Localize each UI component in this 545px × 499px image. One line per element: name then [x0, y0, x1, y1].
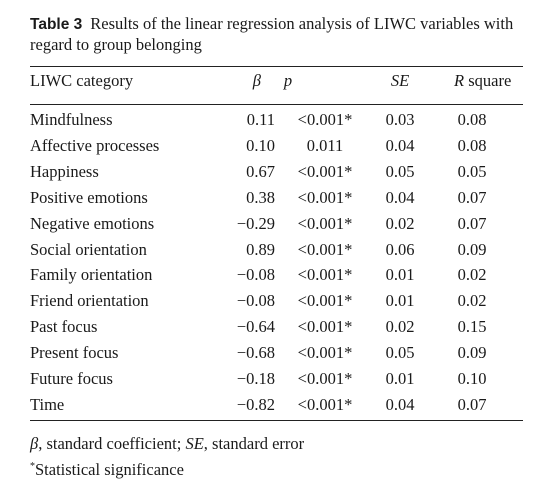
header-r-square: R square	[454, 71, 530, 91]
row-category: Future focus	[30, 369, 113, 388]
header-p: p	[283, 71, 293, 90]
row-category: Happiness	[30, 161, 99, 181]
row-category: Mindfulness	[30, 110, 113, 129]
footnote-beta-definition: , standard coefficient;	[38, 434, 186, 453]
table-row: Mindfulness 0.11 <0.001* 0.03 0.08	[30, 110, 523, 132]
header-liwc-category: LIWC category	[30, 71, 134, 90]
row-se: 0.04	[385, 394, 415, 414]
header-se: SE	[390, 71, 410, 90]
row-p-value: <0.001*	[297, 369, 353, 388]
row-r-square: 0.07	[457, 187, 487, 207]
row-p-value: <0.001*	[297, 187, 353, 207]
table-row: Past focus −0.64 <0.001* 0.02 0.15	[30, 317, 523, 339]
row-beta: 0.67	[246, 161, 275, 181]
row-se: 0.06	[385, 239, 415, 259]
footnote-asterisk: *	[30, 461, 35, 472]
row-category: Friend orientation	[30, 291, 149, 311]
row-category: Negative emotions	[30, 213, 155, 233]
top-rule	[30, 66, 523, 67]
header-rule	[30, 104, 523, 105]
row-beta: 0.89	[246, 239, 275, 259]
row-p-value: <0.001*	[297, 265, 353, 285]
row-p-value: <0.001*	[297, 213, 353, 233]
table-label: Table 3	[30, 16, 83, 33]
table-row: Affective processes 0.10 0.011 0.04 0.08	[30, 136, 523, 158]
row-se: 0.05	[385, 161, 415, 181]
row-se: 0.04	[385, 135, 415, 155]
row-beta: 0.38	[246, 187, 275, 207]
table-row: Social orientation 0.89 <0.001* 0.06 0.09	[30, 240, 523, 262]
row-category: Present focus	[30, 343, 119, 363]
table-row: Family orientation −0.08 <0.001* 0.01 0.02	[30, 265, 523, 287]
row-r-square: 0.07	[457, 394, 487, 414]
footnote-se-definition: , standard error	[203, 434, 305, 453]
footnote-abbreviations: β, standard coefficient; SE, standard er…	[30, 434, 304, 454]
table-row: Time −0.82 <0.001* 0.04 0.07	[30, 395, 523, 417]
row-se: 0.04	[385, 187, 415, 207]
header-r-square-suffix: square	[464, 71, 512, 90]
table-row: Present focus −0.68 <0.001* 0.05 0.09	[30, 343, 523, 365]
table-row: Future focus −0.18 <0.001* 0.01 0.10	[30, 369, 523, 391]
row-p-value: <0.001*	[297, 239, 353, 259]
bottom-rule	[30, 420, 523, 421]
row-se: 0.03	[385, 110, 415, 129]
table-caption-text: Results of the linear regression analysi…	[30, 14, 514, 54]
row-beta: −0.68	[236, 343, 275, 363]
row-r-square: 0.05	[457, 161, 487, 181]
row-category: Family orientation	[30, 265, 153, 285]
row-beta: −0.18	[236, 369, 275, 388]
row-beta: −0.64	[236, 317, 275, 337]
row-p-value: <0.001*	[297, 394, 353, 414]
row-se: 0.02	[385, 317, 415, 337]
row-se: 0.01	[385, 265, 415, 285]
row-beta: 0.11	[246, 110, 275, 129]
row-r-square: 0.02	[457, 291, 487, 311]
row-beta: 0.10	[246, 135, 275, 155]
row-r-square: 0.02	[457, 265, 487, 285]
footnote-se-symbol: SE	[185, 434, 204, 453]
row-p-value: 0.011	[306, 135, 344, 155]
row-p-value: <0.001*	[297, 161, 353, 181]
row-p-value: <0.001*	[297, 291, 353, 311]
row-r-square: 0.08	[457, 110, 487, 129]
row-p-value: <0.001*	[297, 110, 353, 129]
footnote-significance: *Statistical significance	[30, 460, 184, 480]
row-category: Time	[30, 394, 65, 414]
row-r-square: 0.09	[457, 239, 487, 259]
row-p-value: <0.001*	[297, 317, 353, 337]
footnote-significance-text: Statistical significance	[35, 460, 184, 479]
row-se: 0.05	[385, 343, 415, 363]
row-r-square: 0.15	[457, 317, 487, 337]
row-category: Affective processes	[30, 135, 160, 155]
row-se: 0.01	[385, 291, 415, 311]
row-se: 0.02	[385, 213, 415, 233]
table-header-row: LIWC category β p SE R square	[30, 71, 523, 93]
row-se: 0.01	[385, 369, 415, 388]
row-beta: −0.08	[236, 291, 275, 311]
table-row: Happiness 0.67 <0.001* 0.05 0.05	[30, 162, 523, 184]
row-beta: −0.29	[236, 213, 275, 233]
row-beta: −0.82	[236, 394, 275, 414]
row-category: Social orientation	[30, 239, 147, 259]
table-caption: Table 3 Results of the linear regression …	[30, 14, 535, 55]
row-category: Past focus	[30, 317, 98, 337]
row-r-square: 0.07	[457, 213, 487, 233]
footnote-beta-symbol: β	[30, 434, 39, 453]
row-r-square: 0.09	[457, 343, 487, 363]
row-r-square: 0.08	[457, 135, 487, 155]
table-row: Friend orientation −0.08 <0.001* 0.01 0.02	[30, 291, 523, 313]
row-p-value: <0.001*	[297, 343, 353, 363]
row-r-square: 0.10	[457, 369, 487, 388]
header-beta: β	[252, 71, 261, 90]
table-row: Positive emotions 0.38 <0.001* 0.04 0.07	[30, 188, 523, 210]
row-category: Positive emotions	[30, 187, 148, 207]
header-r-square-prefix: R	[454, 71, 465, 90]
row-beta: −0.08	[236, 265, 275, 285]
table-row: Negative emotions −0.29 <0.001* 0.02 0.07	[30, 214, 523, 236]
